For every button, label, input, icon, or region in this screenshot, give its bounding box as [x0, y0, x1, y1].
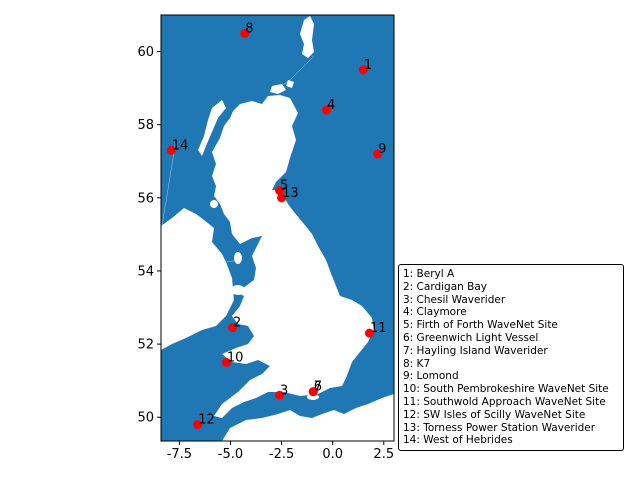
- legend-entry: 11: Southwold Approach WaveNet Site: [403, 395, 606, 408]
- y-tick-label: 58: [137, 118, 154, 133]
- station-label-7: 7: [314, 380, 322, 395]
- france-coast: [222, 394, 394, 441]
- station-marker-7: [308, 387, 318, 397]
- x-tick-label: -5.0: [218, 447, 243, 462]
- legend-entry: 10: South Pembrokeshire WaveNet Site: [403, 383, 609, 396]
- station-marker-4: [322, 105, 332, 115]
- station-label-11: 11: [370, 321, 387, 336]
- station-marker-13: [277, 193, 287, 203]
- station-label-1: 1: [364, 58, 372, 73]
- shetland-islands: [300, 16, 314, 58]
- station-label-14: 14: [172, 138, 189, 153]
- x-tick-label: -2.5: [269, 447, 294, 462]
- station-marker-14: [166, 145, 176, 155]
- legend-entry: 7: Hayling Island Waverider: [403, 344, 548, 357]
- isle-of-wight: [307, 394, 319, 400]
- islay: [210, 200, 218, 208]
- station-label-3: 3: [280, 383, 288, 398]
- legend-entry: 6: Greenwich Light Vessel: [403, 331, 539, 344]
- boundary-lines: [161, 55, 315, 263]
- station-marker-12: [193, 420, 203, 430]
- legend-entry: 5: Firth of Forth WaveNet Site: [403, 319, 558, 332]
- station-marker-9: [373, 149, 383, 159]
- x-tick-label: 0.0: [322, 447, 343, 462]
- y-axis: 50 52 54 56 58 60: [137, 45, 161, 426]
- station-label-8: 8: [245, 21, 253, 36]
- station-marker-1: [358, 65, 368, 75]
- legend-box: 1: Beryl A 2: Cardigan Bay 3: Chesil Waver…: [398, 264, 624, 452]
- station-label-5: 5: [280, 179, 288, 194]
- x-axis: -7.5 -5.0 -2.5 0.0 2.5: [167, 441, 394, 462]
- station-label-13: 13: [282, 186, 299, 201]
- isle-of-mull: [215, 176, 225, 184]
- legend-entry: 8: K7: [403, 357, 431, 370]
- station-label-4: 4: [327, 98, 335, 113]
- y-tick-label: 50: [137, 411, 154, 426]
- station-label-10: 10: [227, 350, 244, 365]
- legend-entry: 2: Cardigan Bay: [403, 280, 487, 293]
- legend-entry: 1: Beryl A: [403, 268, 455, 280]
- station-marker-5: [275, 186, 285, 196]
- outer-hebrides: [198, 100, 226, 156]
- y-tick-label: 60: [137, 45, 154, 60]
- legend-entry: 9: Lomond: [403, 370, 459, 383]
- station-marker-2: [228, 323, 238, 333]
- legend-entry: 4: Claymore: [403, 306, 467, 319]
- station-marker-11: [364, 328, 374, 338]
- anglesey: [231, 285, 245, 295]
- x-tick-label: -7.5: [167, 447, 192, 462]
- station-label-6: 6: [314, 380, 322, 395]
- y-tick-label: 52: [137, 338, 154, 353]
- station-marker-10: [221, 357, 231, 367]
- isle-of-skye: [216, 143, 228, 153]
- legend-entry: 14: West of Hebrides: [403, 434, 513, 447]
- x-tick-label: 2.5: [373, 447, 394, 462]
- isle-of-man: [234, 252, 242, 264]
- station-marker-3: [275, 390, 285, 400]
- orkney-islands: [270, 80, 294, 94]
- great-britain-landmass: [212, 95, 374, 418]
- ireland-landmass: [161, 208, 234, 350]
- legend-entry: 12: SW Isles of Scilly WaveNet Site: [403, 408, 586, 421]
- station-label-2: 2: [233, 316, 241, 331]
- station-label-9: 9: [378, 142, 386, 157]
- y-tick-label: 54: [137, 264, 154, 279]
- legend-entry: 3: Chesil Waverider: [403, 293, 506, 306]
- station-marker-8: [240, 28, 250, 38]
- y-tick-label: 56: [137, 191, 154, 206]
- axes-frame: [160, 14, 395, 442]
- station-markers: [166, 28, 383, 430]
- station-label-12: 12: [198, 413, 215, 428]
- legend-entry: 13: Torness Power Station Waverider: [403, 421, 596, 434]
